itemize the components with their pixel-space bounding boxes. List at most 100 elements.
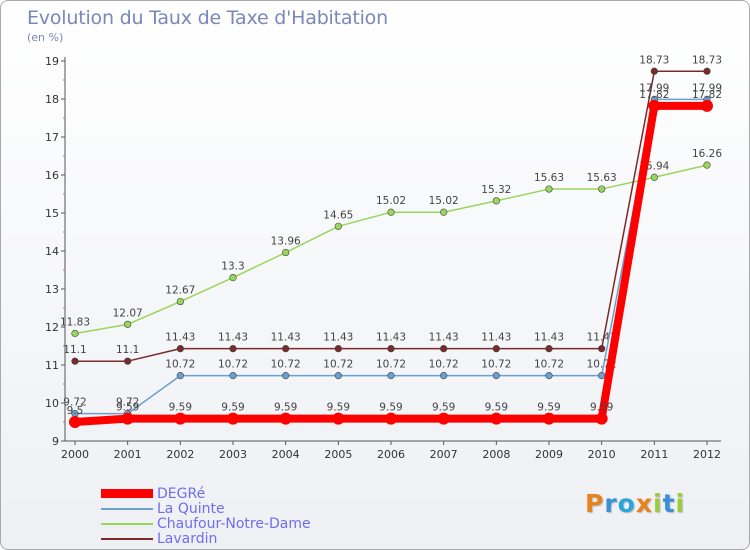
y-tick-label: 19 — [45, 55, 59, 68]
y-tick-label: 13 — [45, 283, 59, 296]
data-point-chaufour-notre-dame — [176, 297, 184, 306]
y-tick-label: 14 — [45, 245, 59, 258]
data-point-lavardin — [282, 345, 290, 353]
logo-letter: t — [662, 489, 676, 518]
x-tick-label: 2003 — [219, 448, 247, 461]
data-label-la-quinte: 10.72 — [429, 359, 459, 371]
data-label-chaufour-notre-dame: 16.26 — [692, 148, 722, 160]
data-point-degr — [490, 412, 503, 425]
data-point-la-quinte — [334, 372, 342, 380]
data-label-lavardin: 11.43 — [376, 332, 406, 344]
x-tick-label: 2006 — [377, 448, 405, 461]
data-point-lavardin — [703, 67, 711, 75]
x-tick-label: 2002 — [166, 448, 194, 461]
data-point-lavardin — [387, 345, 395, 353]
data-label-lavardin: 11.43 — [429, 332, 459, 344]
data-label-la-quinte: 17.99 — [639, 82, 669, 94]
logo-letter: r — [604, 489, 618, 518]
y-tick-label: 16 — [45, 169, 59, 182]
data-point-la-quinte — [598, 372, 606, 380]
data-point-lavardin — [440, 345, 448, 353]
y-tick-label: 11 — [45, 359, 59, 372]
data-label-la-quinte: 10.72 — [323, 359, 353, 371]
data-point-la-quinte — [229, 372, 237, 380]
data-label-degr: 9.59 — [274, 402, 297, 414]
data-point-la-quinte — [492, 372, 500, 380]
data-point-lavardin — [492, 345, 500, 353]
y-tick-label: 18 — [45, 93, 59, 106]
data-label-degr: 9.5 — [67, 405, 84, 417]
y-tick-label: 15 — [45, 207, 59, 220]
data-point-chaufour-notre-dame — [334, 222, 342, 230]
data-label-lavardin: 18.73 — [692, 54, 722, 66]
data-label-degr: 9.59 — [379, 402, 402, 414]
data-point-lavardin — [176, 345, 184, 353]
data-label-chaufour-notre-dame: 11.83 — [60, 316, 90, 328]
logo-letter: i — [653, 489, 663, 518]
proxiti-logo: Proxiti — [585, 489, 685, 518]
data-point-degr — [385, 412, 397, 425]
data-point-lavardin — [598, 345, 606, 353]
legend-label-lavardin: Lavardin — [157, 531, 218, 547]
data-point-degr — [543, 412, 555, 425]
data-label-lavardin: 11.1 — [63, 344, 86, 356]
data-label-chaufour-notre-dame: 13.96 — [271, 236, 301, 248]
legend-swatch-lavardin — [101, 538, 153, 540]
data-label-degr: 9.59 — [169, 402, 192, 414]
chart-subtitle: (en %) — [27, 31, 64, 44]
data-label-chaufour-notre-dame: 15.32 — [481, 184, 511, 196]
data-label-degr: 17.82 — [692, 89, 722, 101]
x-tick-label: 2004 — [272, 448, 300, 461]
data-point-degr — [437, 412, 450, 425]
logo-letter: P — [585, 489, 605, 518]
data-label-chaufour-notre-dame: 15.63 — [534, 172, 564, 184]
data-label-chaufour-notre-dame: 15.63 — [587, 172, 617, 184]
x-tick-label: 2000 — [61, 448, 89, 461]
data-point-chaufour-notre-dame — [545, 185, 553, 193]
data-point-degr — [174, 412, 187, 425]
legend-swatch-degre — [101, 489, 153, 498]
data-label-la-quinte: 10.72 — [271, 359, 301, 371]
data-label-la-quinte: 10.72 — [218, 359, 248, 371]
data-point-chaufour-notre-dame — [282, 248, 290, 257]
data-label-la-quinte: 10.72 — [534, 359, 564, 371]
data-point-lavardin — [229, 345, 237, 353]
data-point-la-quinte — [387, 372, 395, 380]
data-label-lavardin: 11.1 — [116, 344, 139, 356]
data-label-chaufour-notre-dame: 13.3 — [221, 261, 244, 273]
data-point-lavardin — [650, 67, 658, 75]
legend-swatch-chaufour — [101, 523, 153, 525]
data-point-chaufour-notre-dame — [703, 161, 711, 169]
legend-swatch-la-quinte — [101, 508, 153, 510]
data-point-lavardin — [545, 345, 553, 353]
data-point-la-quinte — [440, 372, 448, 380]
x-tick-label: 2008 — [482, 448, 510, 461]
x-tick-label: 2001 — [114, 448, 142, 461]
data-point-degr — [701, 99, 713, 112]
y-tick-label: 10 — [45, 397, 59, 410]
data-label-lavardin: 18.73 — [639, 54, 669, 66]
data-point-chaufour-notre-dame — [387, 208, 395, 216]
data-point-chaufour-notre-dame — [229, 274, 237, 282]
x-tick-label: 2007 — [430, 448, 458, 461]
data-label-chaufour-notre-dame: 15.02 — [376, 195, 406, 207]
data-label-lavardin: 11.43 — [481, 332, 511, 344]
data-label-lavardin: 11.43 — [323, 332, 353, 344]
data-label-la-quinte: 9.72 — [116, 397, 139, 409]
data-label-degr: 9.59 — [221, 402, 244, 414]
logo-letter: i — [675, 489, 686, 518]
x-tick-label: 2009 — [535, 448, 563, 461]
data-point-degr — [227, 412, 239, 425]
x-tick-label: 2012 — [693, 448, 721, 461]
data-label-la-quinte: 10.72 — [481, 359, 511, 371]
chart-title: Evolution du Taux de Taxe d'Habitation — [27, 7, 388, 29]
data-point-degr — [69, 416, 81, 428]
y-tick-label: 9 — [52, 435, 59, 448]
data-label-lavardin: 11.43 — [165, 332, 195, 344]
data-point-degr — [332, 412, 345, 425]
data-label-chaufour-notre-dame: 15.02 — [429, 195, 459, 207]
data-label-degr: 9.59 — [590, 402, 613, 414]
data-label-lavardin: 11.43 — [534, 332, 564, 344]
